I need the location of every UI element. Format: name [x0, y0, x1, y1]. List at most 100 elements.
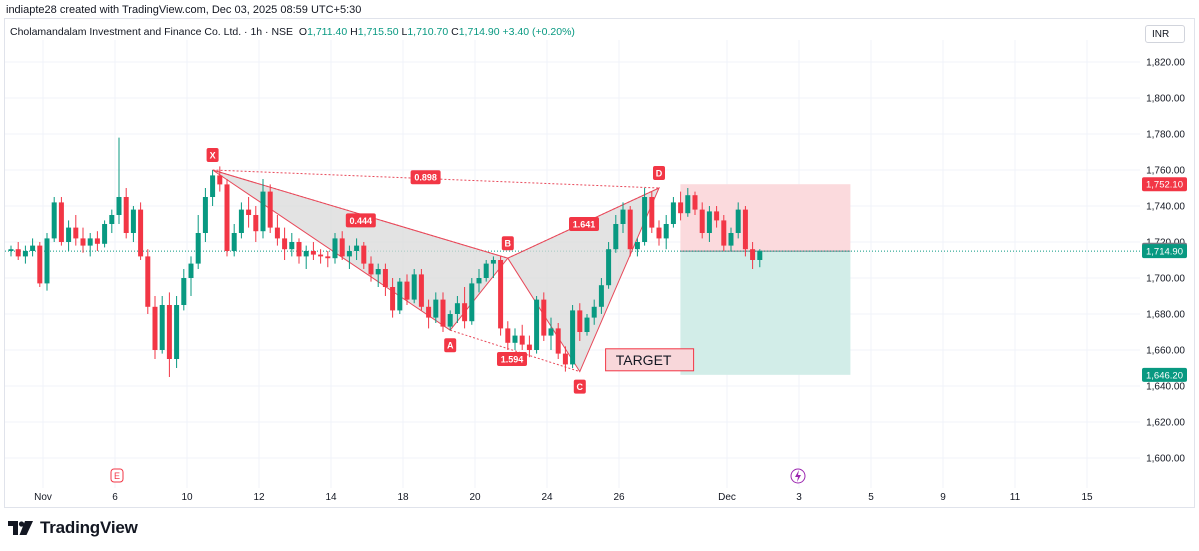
candle-body — [174, 305, 180, 359]
candle-body — [699, 209, 705, 233]
candle — [289, 233, 295, 257]
ratio-badge — [569, 217, 599, 231]
target-annotation-box — [605, 348, 695, 372]
x-tick-label: 6 — [112, 492, 118, 503]
candle — [714, 206, 720, 228]
candle-body — [598, 285, 604, 307]
candle-body — [606, 249, 612, 286]
candle-body — [260, 191, 266, 232]
chart-caption: indiapte28 created with TradingView.com,… — [6, 4, 362, 16]
candle — [202, 188, 208, 242]
candle — [354, 238, 360, 260]
time-axis: Nov 6 10 12 14 18 20 24 26 Dec 3 5 9 11 15 E — [34, 468, 1093, 503]
candle-body — [202, 197, 208, 233]
candle-body — [649, 197, 655, 228]
candle — [397, 278, 403, 314]
pattern-point-b-badge — [501, 236, 514, 251]
candle-body — [750, 249, 756, 260]
candle — [325, 251, 331, 268]
candle-body — [562, 353, 568, 365]
candle-body — [109, 215, 115, 224]
candle-body — [498, 260, 504, 329]
candle — [260, 179, 266, 239]
candle-body — [267, 191, 273, 228]
candle-body — [66, 227, 72, 242]
price-badge — [1142, 177, 1187, 192]
candle — [570, 305, 576, 368]
candle — [152, 296, 158, 359]
candle — [483, 260, 489, 282]
candle-body — [318, 254, 324, 257]
x-tick-label: 10 — [181, 492, 193, 503]
candle-body — [231, 233, 237, 251]
x-tick-label: 11 — [1010, 492, 1021, 503]
candle-body — [476, 278, 482, 284]
ratio-label: 0.898 — [414, 173, 437, 183]
ratio-label: 1.594 — [501, 355, 524, 365]
x-tick-label: 18 — [397, 492, 409, 503]
candle-body — [447, 314, 453, 327]
candle-body — [253, 215, 259, 232]
close-value: 1,714.90 — [458, 26, 500, 38]
open-label: O — [298, 26, 308, 38]
pattern-point-x-badge — [206, 148, 219, 162]
x-tick-label: 15 — [1081, 492, 1093, 503]
candle-body — [620, 209, 626, 224]
candle — [73, 215, 79, 246]
candle-body — [368, 263, 374, 275]
y-tick-label: 1,740.00 — [1146, 202, 1185, 213]
candle-body — [73, 227, 79, 239]
candle-body — [390, 287, 396, 311]
dividend-lightning-icon — [790, 468, 806, 484]
candle-body — [440, 299, 446, 327]
candle — [498, 256, 504, 336]
tradingview-logo-icon — [8, 521, 33, 535]
candle-body — [670, 202, 676, 224]
candle-body — [152, 306, 158, 350]
candle — [303, 245, 309, 269]
candle — [224, 179, 230, 257]
candle — [375, 263, 381, 287]
candle-body — [634, 242, 640, 250]
low-label: L — [401, 26, 408, 38]
candle — [346, 245, 352, 269]
candle — [577, 303, 583, 341]
candle — [44, 233, 50, 291]
symbol-legend: Cholamandalam Investment and Finance Co.… — [10, 26, 575, 38]
candle-body — [519, 335, 525, 345]
price-badge — [1142, 244, 1187, 259]
symbol-name[interactable]: Cholamandalam Investment and Finance Co.… — [10, 26, 294, 38]
candle-body — [116, 197, 122, 215]
candle — [584, 314, 590, 336]
candle-body — [375, 269, 381, 275]
price-badge-label: 1,752.10 — [1146, 180, 1183, 191]
candle-body — [123, 197, 129, 233]
candle — [282, 227, 288, 260]
candle — [555, 323, 561, 359]
candle — [310, 242, 316, 260]
candle — [123, 188, 129, 239]
candle-body — [30, 245, 36, 251]
candle — [735, 202, 741, 239]
candle — [591, 299, 597, 325]
candle-body — [469, 283, 475, 322]
pattern-point-label: A — [447, 341, 454, 351]
pattern-triangle-bcd — [507, 186, 660, 373]
candle-body — [303, 251, 309, 257]
candle — [670, 197, 676, 228]
candle — [382, 263, 388, 296]
x-tick-label: Dec — [718, 492, 736, 503]
candle — [692, 191, 698, 215]
candle — [750, 242, 756, 269]
candle-body — [346, 251, 352, 257]
candle — [66, 220, 72, 251]
currency-selector[interactable]: INR — [1145, 25, 1185, 43]
candle — [433, 292, 439, 323]
y-tick-label: 1,620.00 — [1146, 418, 1185, 429]
tradingview-logo[interactable]: TradingView — [8, 518, 138, 538]
pattern-point-label: D — [656, 169, 663, 179]
candle — [8, 245, 14, 257]
candle-body — [613, 224, 619, 250]
candle — [231, 224, 237, 257]
